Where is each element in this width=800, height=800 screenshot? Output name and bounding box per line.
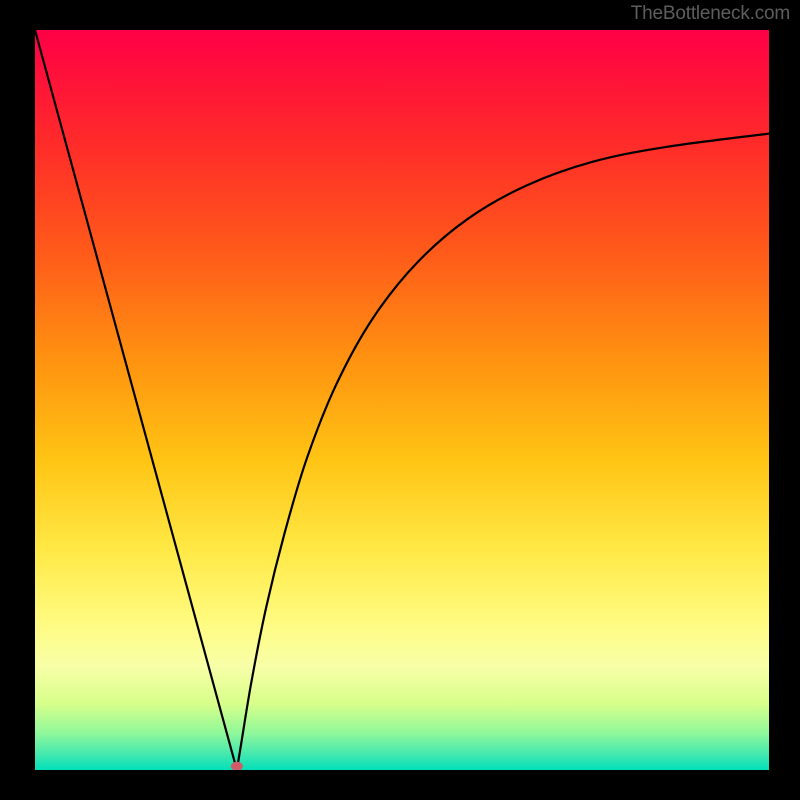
watermark-text: TheBottleneck.com xyxy=(631,3,790,25)
plot-area xyxy=(35,30,769,770)
minimum-marker xyxy=(231,762,243,770)
marker-layer xyxy=(35,30,769,770)
